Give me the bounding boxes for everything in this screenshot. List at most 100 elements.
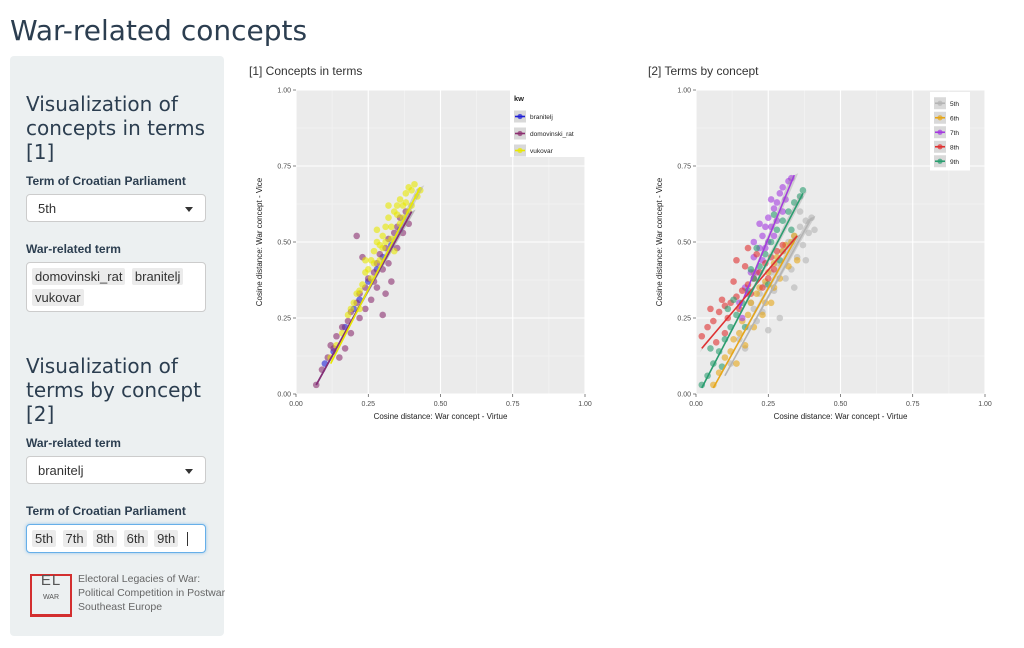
point-7th <box>738 314 746 322</box>
section1-war-label: War-related term <box>26 242 121 256</box>
point-vukovar <box>364 266 372 273</box>
y-tick-label: 0.00 <box>677 392 691 399</box>
point-6th <box>744 311 752 319</box>
point-domovinski-rat <box>385 259 392 267</box>
point-6th <box>767 299 775 307</box>
legend-item-9th: 9th <box>950 159 959 166</box>
point-8th <box>779 241 786 249</box>
section1-term-value: 5th <box>38 201 57 216</box>
point-vukovar <box>396 196 404 203</box>
legend-item-8th: 8th <box>950 144 959 151</box>
text-cursor <box>186 531 188 546</box>
fit-line-8th <box>701 235 798 349</box>
point-7th <box>770 232 778 240</box>
point-vukovar <box>382 223 389 231</box>
section2-term-label: Term of Croatian Parliament <box>26 504 186 518</box>
point-7th <box>756 220 763 228</box>
fit-line-5th <box>724 217 813 377</box>
section2-war-value: branitelj <box>38 463 84 478</box>
y-tick-label: 0.75 <box>677 164 691 171</box>
point-7th <box>764 214 772 221</box>
x-tick-label: 0.25 <box>761 401 775 408</box>
point-7th <box>759 232 766 240</box>
point-vukovar <box>390 247 398 255</box>
point-vukovar <box>402 190 410 197</box>
point-8th <box>744 244 752 252</box>
logo-mark: EL <box>40 572 62 589</box>
point-domovinski-rat <box>333 332 340 340</box>
point-vukovar <box>373 226 381 234</box>
fit-line-vukovar <box>329 186 421 364</box>
point-5th <box>782 275 789 282</box>
legend-key-point <box>517 147 523 154</box>
x-axis-label: Cosine distance: War concept - Virtue <box>374 412 508 421</box>
point-vukovar <box>393 202 401 209</box>
point-9th <box>753 244 760 252</box>
legend-key-point <box>937 158 943 164</box>
y-tick-label: 0.50 <box>277 240 291 247</box>
tag-vukovar[interactable]: vukovar <box>32 289 84 306</box>
point-8th <box>753 250 760 258</box>
tag-5th[interactable]: 5th <box>32 530 57 547</box>
point-vukovar <box>350 299 358 307</box>
point-7th <box>762 223 769 231</box>
point-vukovar <box>379 232 386 240</box>
series-vukovar <box>327 180 424 361</box>
section1-war-multiselect[interactable]: domovinski_rat branitelj vukovar <box>26 262 206 312</box>
x-axis-label: Cosine distance: War concept - Virtue <box>774 412 908 421</box>
section1-term-select[interactable]: 5th <box>26 194 206 222</box>
point-domovinski-rat <box>362 305 369 313</box>
chart2-title: [2] Terms by concept <box>648 64 759 78</box>
point-vukovar <box>362 256 369 264</box>
point-7th <box>773 199 781 206</box>
point-6th <box>733 360 740 367</box>
y-tick-label: 0.50 <box>677 240 691 247</box>
point-9th <box>724 305 732 313</box>
tag-domovinski-rat[interactable]: domovinski_rat <box>32 268 126 285</box>
point-domovinski-rat <box>376 250 384 258</box>
legend-item-domovinski-rat: domovinski_rat <box>530 131 574 138</box>
point-domovinski-rat <box>356 314 363 322</box>
section2-term-multiselect[interactable]: 5th 7th 8th 6th 9th <box>26 524 206 553</box>
legend-key-point <box>937 129 943 135</box>
point-9th <box>770 211 778 218</box>
point-domovinski-rat <box>367 296 375 304</box>
point-9th <box>779 217 786 225</box>
point-7th <box>770 205 778 212</box>
x-tick-label: 0.00 <box>689 401 703 408</box>
chevron-down-icon <box>185 469 193 474</box>
x-tick-label: 0.75 <box>506 401 520 408</box>
point-6th <box>753 290 760 297</box>
point-7th <box>776 190 784 197</box>
point-8th <box>733 256 740 264</box>
section2-war-label: War-related term <box>26 436 121 450</box>
point-9th <box>773 226 781 234</box>
fit-line-7th <box>738 174 796 310</box>
legend-key-point <box>937 144 943 150</box>
point-vukovar <box>376 256 384 264</box>
point-vukovar <box>388 223 395 231</box>
point-7th <box>779 208 786 215</box>
tag-branitelj[interactable]: branitelj <box>131 268 184 285</box>
tag-9th[interactable]: 9th <box>154 530 179 547</box>
y-tick-label: 0.25 <box>677 316 691 323</box>
point-9th <box>762 250 769 258</box>
point-domovinski-rat <box>312 381 320 389</box>
legend-key-point <box>517 113 523 120</box>
point-9th <box>788 226 795 234</box>
point-domovinski-rat <box>388 278 395 285</box>
point-8th <box>712 339 720 346</box>
tag-8th[interactable]: 8th <box>93 530 118 547</box>
x-tick-label: 0.50 <box>834 401 848 408</box>
x-tick-label: 0.25 <box>361 401 375 408</box>
tag-7th[interactable]: 7th <box>62 530 87 547</box>
point-vukovar <box>344 311 352 319</box>
point-vukovar <box>411 180 418 188</box>
tag-6th[interactable]: 6th <box>123 530 148 547</box>
point-8th <box>759 284 766 291</box>
point-8th <box>707 305 714 313</box>
point-6th <box>741 342 749 349</box>
section2-war-select[interactable]: branitelj <box>26 456 206 484</box>
legend-key-point <box>937 100 943 106</box>
point-8th <box>730 278 737 285</box>
